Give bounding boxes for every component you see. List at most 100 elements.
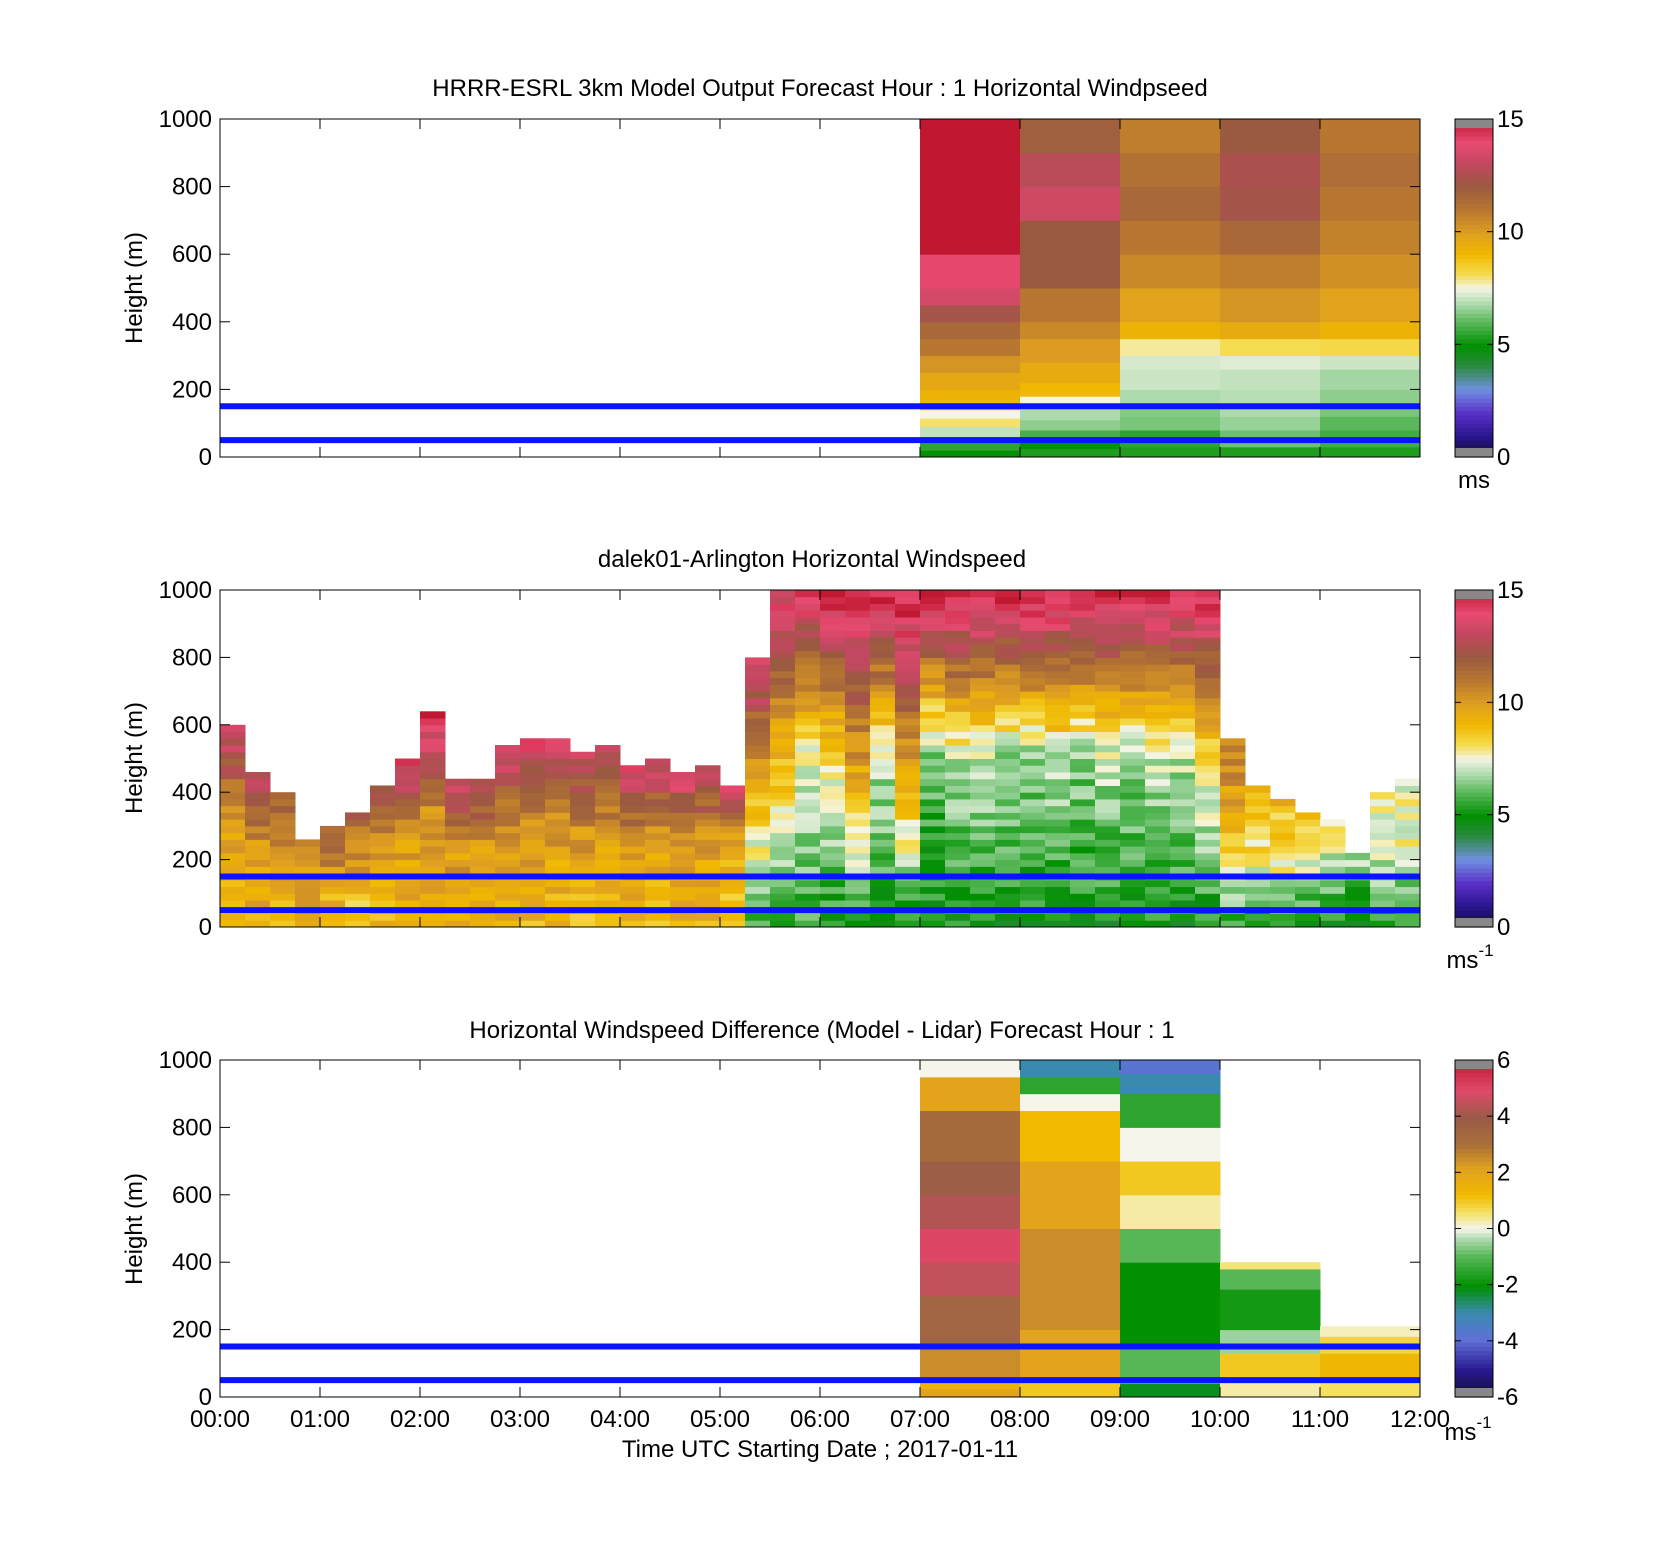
heatmap-cell	[820, 616, 846, 625]
heatmap-cell	[1170, 738, 1196, 746]
heatmap-cell	[1220, 220, 1321, 255]
heatmap-cell	[1120, 1262, 1221, 1347]
heatmap-cell	[870, 650, 896, 658]
heatmap-cell	[995, 792, 1021, 800]
panel-difference: Horizontal Windspeed Difference (Model -…	[121, 1017, 1518, 1463]
heatmap-cell	[545, 798, 571, 807]
heatmap-cell	[870, 805, 896, 813]
heatmap-cell	[545, 738, 571, 746]
heatmap-cell	[970, 866, 996, 874]
heatmap-cell	[820, 718, 846, 726]
heatmap-cell	[770, 616, 796, 625]
heatmap-cell	[420, 832, 446, 840]
heatmap-cell	[1320, 416, 1420, 431]
heatmap-cell	[545, 778, 571, 786]
heatmap-cell	[1070, 590, 1096, 598]
heatmap-cell	[1170, 771, 1196, 780]
colorbar-segment	[1455, 313, 1493, 319]
colorbar-segment	[1455, 418, 1493, 424]
heatmap-cell	[1045, 812, 1071, 820]
heatmap-cell	[1020, 691, 1046, 699]
heatmap-cell	[945, 590, 971, 598]
heatmap-cell	[845, 691, 871, 699]
heatmap-cell	[1145, 718, 1171, 726]
heatmap-cell	[770, 670, 796, 679]
colorbar-tick-label: -6	[1497, 1384, 1518, 1411]
heatmap-cell	[495, 819, 521, 827]
heatmap-cell	[1145, 778, 1171, 786]
heatmap-cell	[945, 738, 971, 746]
heatmap-cell	[845, 778, 871, 786]
heatmap-cell	[920, 637, 946, 645]
heatmap-cell	[1070, 785, 1096, 793]
colorbar-unit: ms-1	[1446, 941, 1493, 974]
heatmap-cell	[595, 771, 621, 780]
heatmap-cell	[620, 832, 646, 840]
heatmap-cell	[845, 832, 871, 840]
heatmap-cell	[470, 879, 496, 888]
heatmap-cell	[270, 839, 296, 847]
heatmap-cell	[1045, 745, 1071, 753]
heatmap-cell	[1120, 664, 1146, 672]
heatmap-cell	[1295, 812, 1321, 820]
colorbar-segment	[1455, 440, 1493, 445]
heatmap-cell	[945, 623, 971, 631]
x-tick-label: 00:00	[190, 1406, 250, 1433]
colorbar-segment	[1455, 1253, 1493, 1259]
heatmap-cell	[570, 758, 596, 766]
heatmap-cell	[595, 893, 621, 901]
heatmap-cell	[870, 798, 896, 807]
colorbar-frame	[1454, 589, 1494, 928]
heatmap-cell	[1170, 731, 1196, 739]
heatmap-cell	[1120, 805, 1146, 813]
heatmap-cell	[1070, 798, 1096, 807]
heatmap-cell	[870, 900, 896, 908]
heatmap-cell	[595, 920, 621, 927]
heatmap-cell	[1120, 900, 1146, 908]
heatmap-cell	[920, 1060, 1021, 1078]
heatmap-cell	[695, 852, 721, 861]
heatmap-cell	[520, 771, 546, 780]
heatmap-cell	[270, 832, 296, 840]
heatmap-cell	[1370, 920, 1396, 927]
heatmap-cell	[920, 590, 946, 598]
heatmap-cell	[1120, 1194, 1221, 1229]
heatmap-cell	[270, 900, 296, 908]
heatmap-cell	[645, 758, 671, 766]
heatmap-cell	[420, 900, 446, 908]
heatmap-cell	[770, 704, 796, 712]
heatmap-cell	[745, 819, 771, 827]
heatmap-cell	[920, 650, 946, 658]
colorbar-segment	[1455, 376, 1493, 382]
heatmap-cell	[870, 590, 896, 598]
heatmap-cell	[1070, 846, 1096, 854]
colorbar-segment	[1455, 1072, 1493, 1078]
heatmap-cell	[720, 859, 746, 867]
colorbar-segment	[1455, 1312, 1493, 1318]
colorbar-segment	[1455, 695, 1493, 701]
heatmap-cell	[220, 765, 246, 773]
heatmap-cell	[1145, 852, 1171, 861]
heatmap-cell	[1095, 677, 1121, 685]
colorbar-segment	[1455, 296, 1493, 302]
heatmap-cell	[820, 758, 846, 766]
colorbar-segment	[1455, 1215, 1493, 1221]
colorbar-tick-label: 10	[1497, 219, 1524, 246]
heatmap-cell	[1170, 798, 1196, 807]
heatmap-cell	[920, 900, 946, 908]
colorbar-segment	[1455, 207, 1493, 213]
heatmap-cell	[970, 650, 996, 658]
heatmap-cell	[845, 664, 871, 672]
heatmap-cell	[370, 859, 396, 867]
heatmap-cell	[570, 778, 596, 786]
heatmap-cell	[245, 785, 271, 793]
heatmap-cell	[395, 825, 421, 834]
heatmap-cell	[820, 670, 846, 679]
heatmap-cell	[220, 805, 246, 813]
heatmap-cell	[920, 304, 1021, 323]
heatmap-cell	[895, 751, 921, 759]
heatmap-cell	[1045, 825, 1071, 834]
heatmap-cell	[1145, 664, 1171, 672]
heatmap-cell	[1020, 893, 1046, 901]
heatmap-cell	[745, 691, 771, 699]
